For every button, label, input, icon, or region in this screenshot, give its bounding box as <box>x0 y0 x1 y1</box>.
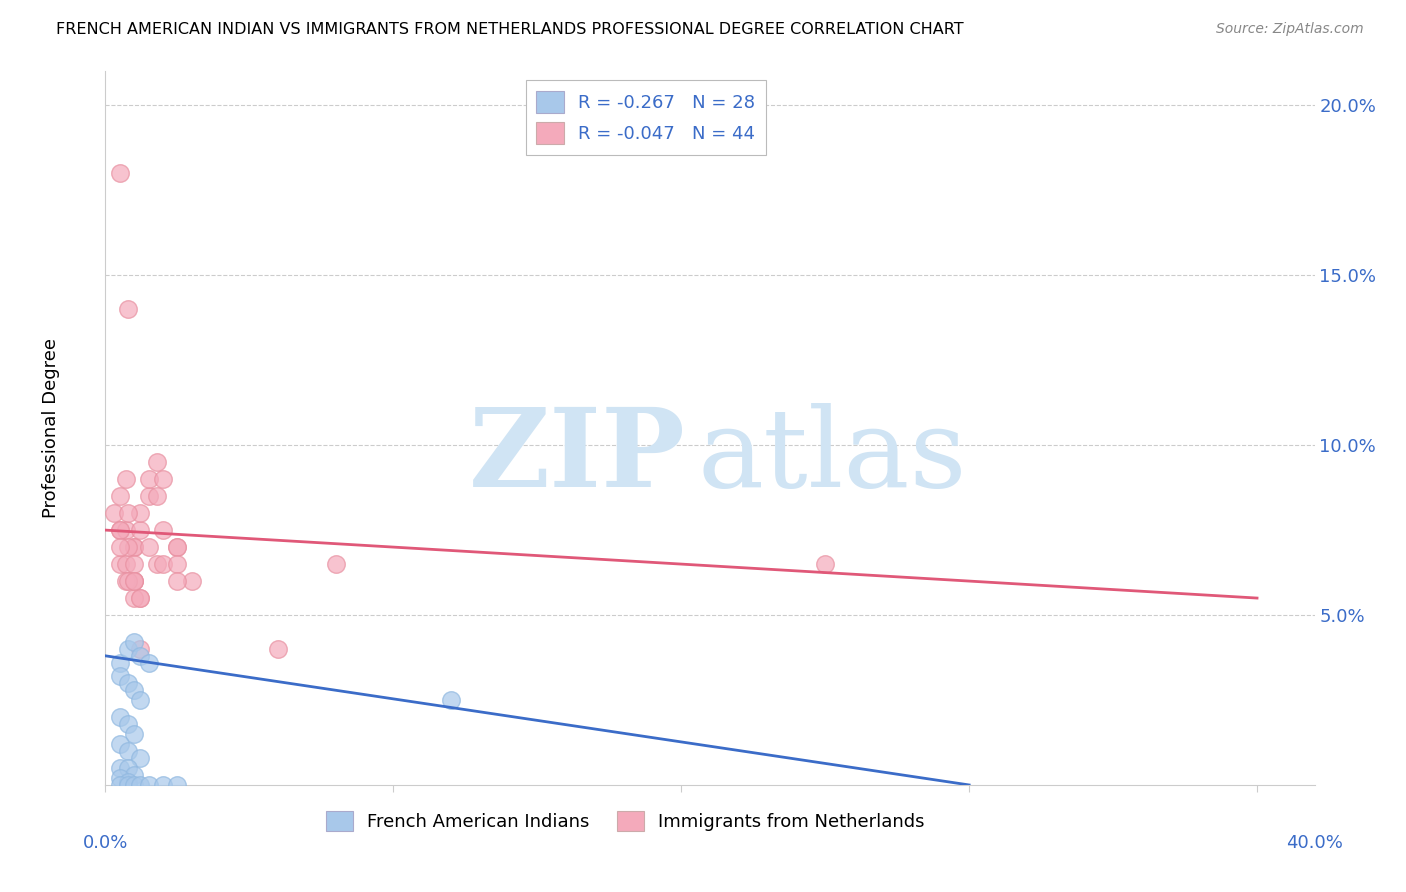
Point <box>122 557 145 571</box>
Point <box>152 523 174 537</box>
Point <box>166 778 188 792</box>
Point <box>108 669 131 683</box>
Point <box>129 778 152 792</box>
Point <box>103 506 125 520</box>
Point <box>138 540 160 554</box>
Text: 40.0%: 40.0% <box>1286 834 1343 852</box>
Point <box>117 778 139 792</box>
Point <box>117 302 139 317</box>
Point <box>108 166 131 180</box>
Point <box>108 489 131 503</box>
Point <box>122 540 145 554</box>
Point <box>440 693 463 707</box>
Point <box>122 768 145 782</box>
Point <box>267 642 290 657</box>
Point <box>152 557 174 571</box>
Point <box>325 557 347 571</box>
Text: Professional Degree: Professional Degree <box>42 338 60 518</box>
Point <box>146 455 169 469</box>
Point <box>122 540 145 554</box>
Point <box>108 523 131 537</box>
Point <box>108 557 131 571</box>
Point <box>138 489 160 503</box>
Text: atlas: atlas <box>697 403 967 510</box>
Point <box>180 574 202 588</box>
Point <box>129 648 152 663</box>
Point <box>152 778 174 792</box>
Point <box>122 778 145 792</box>
Point <box>108 523 131 537</box>
Text: 0.0%: 0.0% <box>83 834 128 852</box>
Point <box>117 506 139 520</box>
Point <box>117 744 139 758</box>
Point <box>117 761 139 775</box>
Point <box>117 676 139 690</box>
Point <box>138 778 160 792</box>
Point <box>122 574 145 588</box>
Point <box>129 591 152 605</box>
Point <box>108 761 131 775</box>
Point <box>122 682 145 697</box>
Point <box>138 472 160 486</box>
Text: Source: ZipAtlas.com: Source: ZipAtlas.com <box>1216 22 1364 37</box>
Point <box>152 472 174 486</box>
Point <box>138 656 160 670</box>
Point <box>117 574 139 588</box>
Point <box>146 557 169 571</box>
Point <box>108 540 131 554</box>
Point <box>166 540 188 554</box>
Point <box>117 540 139 554</box>
Point <box>114 523 136 537</box>
Legend: French American Indians, Immigrants from Netherlands: French American Indians, Immigrants from… <box>316 802 934 840</box>
Point <box>129 506 152 520</box>
Point <box>129 523 152 537</box>
Point <box>114 557 136 571</box>
Point <box>122 591 145 605</box>
Point <box>129 591 152 605</box>
Point <box>122 574 145 588</box>
Point <box>122 635 145 649</box>
Point <box>129 693 152 707</box>
Point <box>146 489 169 503</box>
Point <box>108 710 131 724</box>
Point <box>117 774 139 789</box>
Point <box>108 737 131 751</box>
Point <box>108 778 131 792</box>
Point <box>166 574 188 588</box>
Point <box>114 472 136 486</box>
Point <box>166 557 188 571</box>
Point <box>114 574 136 588</box>
Point <box>122 727 145 741</box>
Point <box>166 540 188 554</box>
Text: FRENCH AMERICAN INDIAN VS IMMIGRANTS FROM NETHERLANDS PROFESSIONAL DEGREE CORREL: FRENCH AMERICAN INDIAN VS IMMIGRANTS FRO… <box>56 22 965 37</box>
Text: ZIP: ZIP <box>470 403 686 510</box>
Point <box>108 656 131 670</box>
Point <box>117 716 139 731</box>
Point <box>117 642 139 657</box>
Point <box>129 642 152 657</box>
Point <box>122 574 145 588</box>
Point <box>108 771 131 785</box>
Point <box>129 751 152 765</box>
Point <box>814 557 837 571</box>
